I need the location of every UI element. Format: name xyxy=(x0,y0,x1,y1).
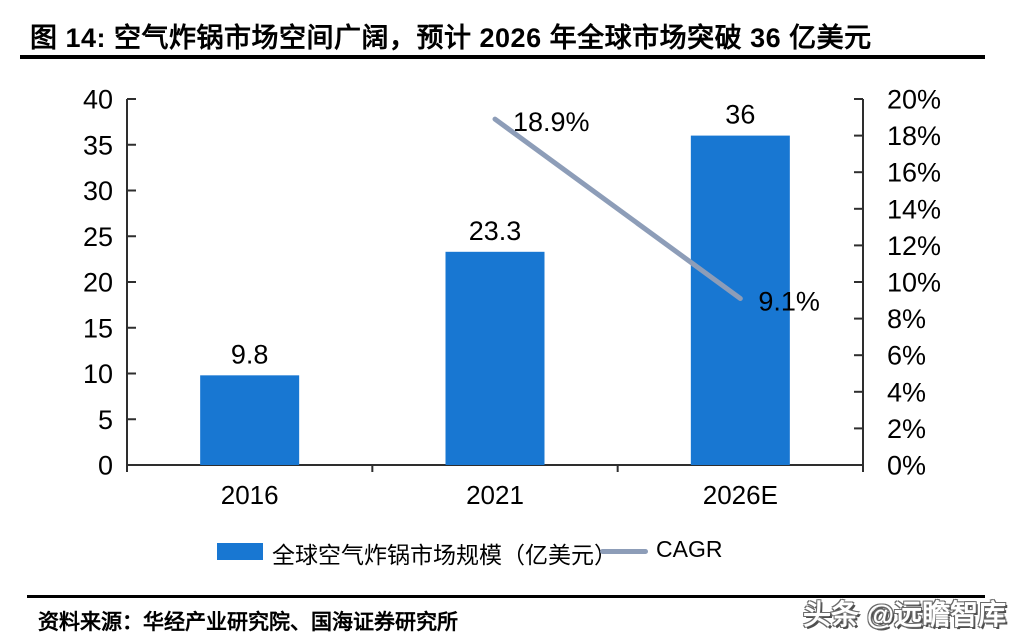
bar-value-label: 9.8 xyxy=(231,339,269,369)
right-axis-tick-label: 14% xyxy=(887,194,941,224)
left-axis-tick-label: 25 xyxy=(83,222,113,252)
right-axis-tick-label: 2% xyxy=(887,414,926,444)
left-axis-tick-label: 40 xyxy=(83,85,113,115)
right-axis-tick-label: 18% xyxy=(887,121,941,151)
right-axis-tick-label: 20% xyxy=(887,85,941,115)
legend-bar-label: 全球空气炸锅市场规模（亿美元） xyxy=(272,542,617,568)
bar-2016 xyxy=(200,375,300,465)
footer-rule xyxy=(27,595,985,598)
x-axis-label: 2016 xyxy=(221,480,279,510)
cagr-point-label: 9.1% xyxy=(758,286,820,316)
legend-line-label: CAGR xyxy=(656,536,723,562)
right-axis-tick-label: 6% xyxy=(887,341,926,371)
bar-value-label: 36 xyxy=(725,100,755,130)
bar-2021 xyxy=(445,251,545,465)
right-axis-tick-label: 10% xyxy=(887,268,941,298)
left-axis-tick-label: 20 xyxy=(83,268,113,298)
watermark: 头条 @远瞻智库 xyxy=(803,599,1007,630)
legend-line-swatch xyxy=(600,549,648,554)
left-axis-tick-label: 10 xyxy=(83,359,113,389)
source-note: 资料来源：华经产业研究院、国海证券研究所 xyxy=(38,610,458,634)
left-axis-tick-label: 5 xyxy=(98,405,113,435)
left-axis-tick-label: 15 xyxy=(83,313,113,343)
figure-title: 图 14: 空气炸锅市场空间广阔，预计 2026 年全球市场突破 36 亿美元 xyxy=(30,23,872,53)
bar-value-label: 23.3 xyxy=(469,216,522,246)
right-axis-tick-label: 16% xyxy=(887,158,941,188)
left-axis-tick-label: 0 xyxy=(98,451,113,481)
title-rule xyxy=(20,55,985,59)
right-axis-tick-label: 4% xyxy=(887,377,926,407)
x-axis-label: 2026E xyxy=(703,480,778,510)
right-axis-tick-label: 12% xyxy=(887,231,941,261)
right-axis-tick-label: 0% xyxy=(887,451,926,481)
cagr-line xyxy=(492,116,743,301)
cagr-point-label: 18.9% xyxy=(513,107,590,137)
x-axis-label: 2021 xyxy=(466,480,524,510)
left-axis-tick-label: 30 xyxy=(83,176,113,206)
legend-bar-swatch xyxy=(217,543,263,560)
left-axis-tick-label: 35 xyxy=(83,130,113,160)
right-axis-tick-label: 8% xyxy=(887,304,926,334)
